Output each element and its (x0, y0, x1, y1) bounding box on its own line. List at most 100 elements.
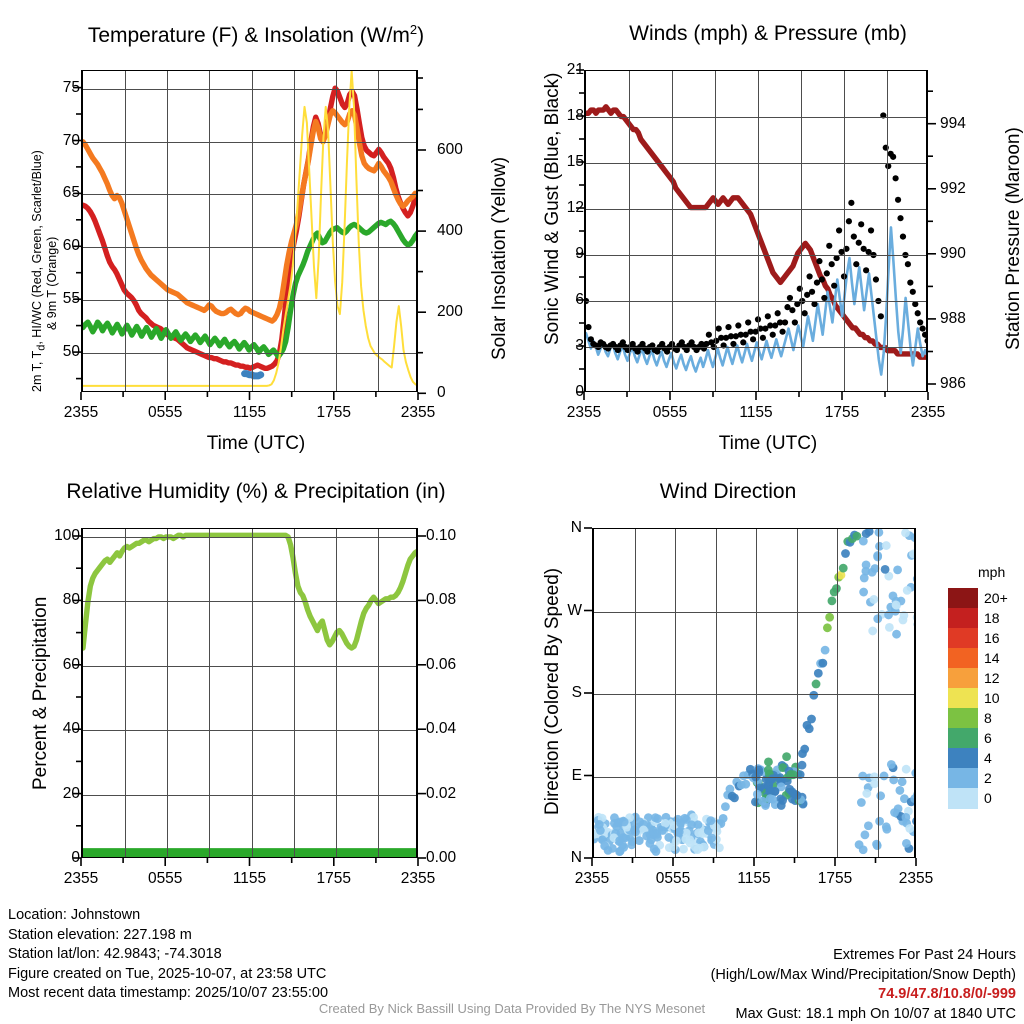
temperature-panel: Temperature (F) & Insolation (W/m2) 2m T… (0, 0, 512, 460)
gridline (758, 71, 759, 391)
gridline (675, 529, 676, 857)
winds-ytick-12: 12 (566, 199, 584, 216)
colorbar-swatches (948, 588, 978, 809)
colorbar-label: 10 (984, 690, 1000, 706)
wind-direction-xtick-1: 0555 (655, 870, 691, 887)
humidity-ytick-60: 60 (62, 655, 80, 673)
winds-ytick-right-990: 990 (940, 244, 966, 262)
temperature-ytick-60: 60 (62, 237, 80, 255)
humidity-xtick-0: 2355 (63, 870, 99, 887)
humidity-ytick-right-002: 0.02 (426, 784, 457, 802)
temperature-ytick-70: 70 (62, 131, 80, 149)
wind-direction-xtick-0: 2355 (574, 870, 610, 887)
temperature-ylabel-right: Solar Insolation (Yellow) (489, 156, 510, 360)
humidity-panel: Relative Humidity (%) & Precipitation (i… (0, 460, 512, 910)
colorbar-unit-label: mph (978, 564, 1006, 580)
gridline (715, 529, 717, 857)
winds-ytick-6: 6 (575, 291, 584, 308)
recent-data-timestamp: Most recent data timestamp: 2025/10/07 2… (8, 985, 329, 1002)
gridline (837, 529, 838, 857)
colorbar-label: 20+ (984, 590, 1008, 606)
gridline (83, 537, 416, 538)
wind-direction-ytick-N-bottom: N (570, 849, 582, 866)
gridline (594, 776, 914, 778)
gridline (83, 730, 416, 732)
colorbar-swatch (948, 788, 978, 809)
colorbar-label: 0 (984, 790, 992, 806)
temperature-plot-area (81, 70, 418, 392)
colorbar-swatch (948, 588, 978, 609)
gridline (586, 255, 926, 256)
gridline (887, 71, 888, 391)
temperature-ytick-75: 75 (62, 78, 80, 96)
humidity-ylabel-left: Percent & Precipitation (30, 596, 51, 790)
winds-ytick-right-986: 986 (940, 375, 966, 392)
wind-direction-plot-area (592, 528, 916, 858)
gridline (594, 694, 914, 695)
colorbar-swatch (948, 648, 978, 669)
colorbar-swatch (948, 688, 978, 709)
extremes-heading: Extremes For Past 24 Hours (833, 947, 1016, 963)
temperature-title-superscript: 2 (409, 22, 418, 37)
gridline (209, 529, 211, 857)
wind-direction-ytick-N-top: N (570, 519, 582, 536)
temperature-ytick-right-600: 600 (437, 141, 463, 158)
winds-ytick-18: 18 (566, 107, 584, 124)
temperature-ytick-right-400: 400 (437, 222, 463, 240)
gridline (167, 71, 169, 391)
gridline (844, 71, 845, 391)
gridline (251, 529, 253, 857)
wind-direction-xtick-3: 1755 (817, 870, 853, 887)
humidity-ytick-100: 100 (54, 527, 80, 544)
gridline (83, 300, 416, 302)
temperature-panel-title: Temperature (F) & Insolation (W/m2) (0, 22, 512, 48)
gridline (83, 601, 416, 603)
wind-direction-ytick-W: W (567, 601, 582, 619)
station-location: Location: Johnstown (8, 907, 141, 923)
gridline (629, 71, 630, 391)
colorbar-label: 8 (984, 710, 992, 726)
wind-speed-colorbar: mph 20+ 18 16 14 12 10 8 6 4 2 0 (948, 564, 1024, 809)
winds-ytick-21: 21 (566, 61, 584, 78)
winds-panel-title: Winds (mph) & Pressure (mb) (629, 22, 907, 45)
colorbar-label: 16 (984, 630, 1000, 646)
gridline (715, 71, 716, 391)
wind-direction-xtick-4: 2355 (898, 870, 934, 887)
gridline (209, 71, 211, 391)
gridline (586, 347, 926, 348)
temperature-series-canvas (83, 71, 416, 387)
colorbar-label: 18 (984, 610, 1000, 626)
colorbar-swatch (948, 668, 978, 689)
temperature-ytick-65: 65 (62, 184, 80, 202)
extremes-values: 74.9/47.8/10.8/0/-999 (878, 986, 1016, 1003)
humidity-plot-area (81, 528, 418, 858)
temperature-xlabel: Time (UTC) (206, 433, 306, 454)
wind-direction-ytick-E: E (571, 766, 582, 784)
gridline (672, 71, 673, 391)
ylabel-seg1: 2m T, T (30, 350, 44, 392)
humidity-ytick-20: 20 (62, 784, 80, 802)
winds-series-canvas (586, 104, 926, 376)
gridline (586, 301, 926, 302)
winds-panel: Winds (mph) & Pressure (mb) Sonic Wind &… (512, 0, 1024, 460)
winds-ytick-0: 0 (575, 383, 584, 400)
winds-xtick-3: 1755 (824, 404, 860, 421)
colorbar-label: 12 (984, 670, 1000, 686)
humidity-xtick-4: 2355 (400, 870, 436, 887)
winds-xtick-1: 0555 (652, 404, 688, 421)
colorbar-swatch (948, 748, 978, 769)
temperature-ytick-right-200: 200 (437, 303, 463, 321)
gridline (83, 353, 416, 355)
gridline (877, 529, 879, 857)
colorbar-swatch (948, 628, 978, 649)
gridline (83, 194, 416, 196)
gridline (83, 88, 416, 90)
gridline (594, 611, 914, 613)
wind-direction-panel: Wind Direction Direction (Colored By Spe… (512, 460, 1024, 910)
gridline (801, 71, 802, 391)
gridline (586, 117, 926, 118)
station-elevation: Station elevation: 227.198 m (8, 926, 192, 943)
temperature-ytick-50: 50 (62, 343, 80, 361)
gridline (125, 71, 127, 391)
